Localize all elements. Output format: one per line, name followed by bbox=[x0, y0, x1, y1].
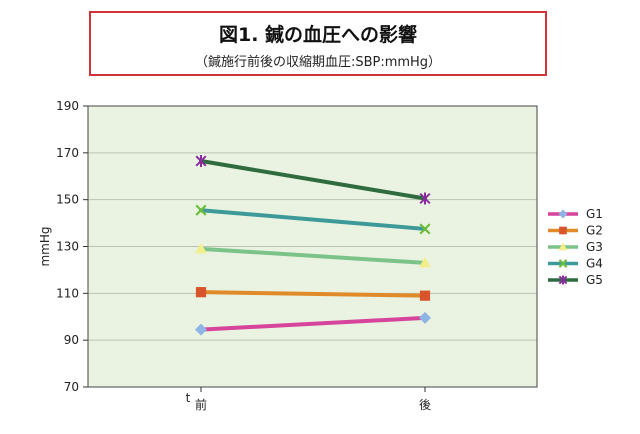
y-tick-label: 90 bbox=[64, 333, 79, 347]
y-tick-label: 190 bbox=[56, 99, 79, 113]
legend-marker-g4 bbox=[558, 259, 568, 268]
y-tick-label: 130 bbox=[56, 240, 79, 254]
y-tick-label: 110 bbox=[56, 286, 79, 300]
legend-marker-g1 bbox=[558, 209, 568, 219]
data-point-g2-2-shape bbox=[419, 290, 431, 301]
legend-marker-g3 bbox=[558, 242, 568, 251]
data-point-g1-2-shape bbox=[419, 311, 431, 324]
series-line-g1 bbox=[199, 315, 427, 332]
legend-marker-g2-shape bbox=[559, 226, 567, 235]
legend-marker-g5 bbox=[558, 275, 568, 285]
data-point-g4-2 bbox=[419, 223, 431, 235]
legend-label-g1: G1 bbox=[586, 207, 603, 221]
y-tick-label: 70 bbox=[64, 380, 79, 394]
y-tick-label: 150 bbox=[56, 193, 79, 207]
data-point-g3-1-shape bbox=[195, 242, 207, 254]
title-box: 図1. 鍼の血圧への影響 （鍼施行前後の収縮期血圧:SBP:mmHg） bbox=[89, 11, 547, 76]
data-point-g4-2-shape bbox=[419, 223, 431, 235]
plot-frame bbox=[87, 105, 538, 388]
series-line-g5 bbox=[199, 159, 427, 201]
data-point-g2-1-shape bbox=[195, 287, 207, 298]
data-point-g2-2 bbox=[419, 290, 431, 301]
data-point-g3-2-shape bbox=[419, 256, 431, 268]
data-point-g4-1 bbox=[195, 204, 207, 216]
legend-label-g5: G5 bbox=[586, 273, 603, 287]
data-point-g3-2 bbox=[419, 256, 431, 268]
data-point-g2-1 bbox=[195, 287, 207, 298]
data-point-g5-2 bbox=[419, 192, 431, 205]
y-tick-label: 170 bbox=[56, 146, 79, 160]
series-line-g3 bbox=[199, 246, 427, 265]
legend-label-g4: G4 bbox=[586, 257, 603, 271]
x-tick-label: 前 bbox=[195, 397, 207, 412]
legend-marker-g3-shape bbox=[558, 242, 568, 251]
x-category-prefix: t bbox=[186, 391, 191, 405]
data-point-g1-1-shape bbox=[195, 323, 207, 336]
series-line-g2 bbox=[199, 290, 427, 298]
data-point-g4-1-shape bbox=[195, 204, 207, 216]
data-point-g1-2 bbox=[419, 311, 431, 324]
legend-marker-g1-shape bbox=[558, 209, 568, 219]
data-point-g1-1 bbox=[195, 323, 207, 336]
data-point-g5-1 bbox=[195, 155, 207, 168]
legend-marker-g4-shape bbox=[558, 259, 568, 268]
data-point-g3-1 bbox=[195, 242, 207, 254]
chart-title: 図1. 鍼の血圧への影響 bbox=[218, 24, 418, 46]
x-tick-label: 後 bbox=[419, 398, 431, 412]
chart-subtitle: （鍼施行前後の収縮期血圧:SBP:mmHg） bbox=[194, 55, 442, 70]
legend-label-g3: G3 bbox=[586, 240, 603, 254]
series-line-g4 bbox=[199, 208, 427, 231]
legend-label-g2: G2 bbox=[586, 224, 603, 238]
legend-marker-g2 bbox=[559, 226, 567, 235]
y-axis-label: mmHg bbox=[38, 226, 52, 266]
